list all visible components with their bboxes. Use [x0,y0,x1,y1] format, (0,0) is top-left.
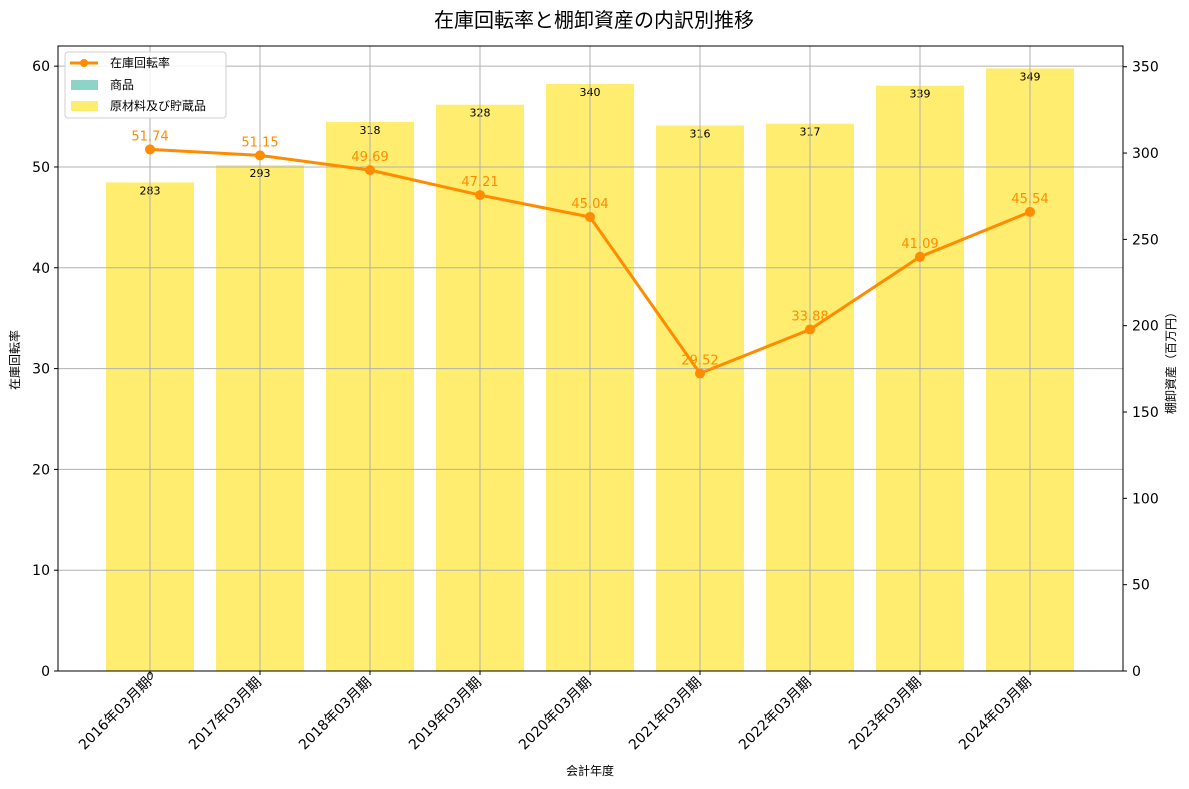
data-point-marker [255,150,265,161]
line-labels: 51.74 51.15 49.69 47.21 45.04 29.52 33.88 41.09… [131,129,1048,368]
y-right-tick-label: 250 [1132,232,1159,248]
line-value-label: 29.52 [681,353,718,368]
y-left-tick-label: 30 [32,362,50,378]
y-right-tick-label: 50 [1132,578,1150,594]
data-point-marker [1025,206,1035,217]
left-axis: 0 10 20 30 40 50 60 [32,59,58,680]
x-tick-label: 2020年03月期 [516,675,595,754]
y-right-tick-label: 0 [1132,664,1141,680]
x-tick-label: 2023年03月期 [846,675,925,754]
legend-patch [71,101,98,111]
line-value-label: 47.21 [461,175,498,190]
x-tick-label: 2022年03月期 [736,675,815,754]
data-point-marker [695,368,705,379]
y-right-tick-label: 350 [1132,60,1159,76]
line-value-label: 45.04 [571,197,608,212]
line-value-label: 45.54 [1011,192,1048,207]
x-tick-label: 2016年03月期 [76,675,155,754]
y-left-tick-label: 10 [32,563,50,579]
y-axis-left-label: 在庫回転率 [7,330,22,390]
legend: 在庫回転率 商品 原材料及び貯蔵品 [64,51,227,119]
line-series [145,144,1035,379]
y-right-tick-label: 150 [1132,405,1159,421]
x-tick-label: 2019年03月期 [406,675,485,754]
line-value-label: 51.74 [131,129,168,144]
x-axis: 2016年03月期 2017年03月期 2018年03月期 2019年03月期 2020… [76,671,1035,753]
y-right-tick-label: 300 [1132,146,1159,162]
line-value-label: 49.69 [351,150,388,165]
data-point-marker [915,251,925,262]
y-left-tick-label: 0 [41,664,50,680]
legend-label: 在庫回転率 [110,55,170,70]
y-axis-right-label: 棚卸資産（百万円） [1163,306,1178,414]
legend-marker-icon [80,59,88,67]
right-axis: 0 50 100 150 200 250 300 350 [1123,60,1159,680]
chart-title: 在庫回転率と棚卸資産の内訳別推移 [434,8,754,32]
data-point-marker [365,165,375,176]
line-value-label: 41.09 [901,237,938,252]
y-left-tick-label: 60 [32,59,50,75]
x-tick-label: 2021年03月期 [626,675,705,754]
x-tick-label: 2018年03月期 [296,675,375,754]
data-point-marker [145,144,155,155]
x-tick-label: 2024年03月期 [956,675,1035,754]
y-left-tick-label: 50 [32,160,50,176]
y-right-tick-label: 200 [1132,319,1159,335]
y-left-tick-label: 40 [32,261,50,277]
data-point-marker [585,211,595,222]
legend-label: 商品 [110,77,134,92]
line-value-label: 33.88 [791,309,828,324]
line-value-label: 51.15 [241,135,278,150]
x-axis-label: 会計年度 [566,763,614,778]
y-right-tick-label: 100 [1132,491,1159,507]
legend-patch [71,80,98,90]
legend-label: 原材料及び貯蔵品 [110,99,206,113]
data-point-marker [475,190,485,201]
legend-box [64,51,227,119]
data-point-marker [805,324,815,335]
y-left-tick-label: 20 [32,462,50,478]
bar-zero-label: 0 [147,670,154,683]
x-tick-label: 2017年03月期 [186,675,265,754]
